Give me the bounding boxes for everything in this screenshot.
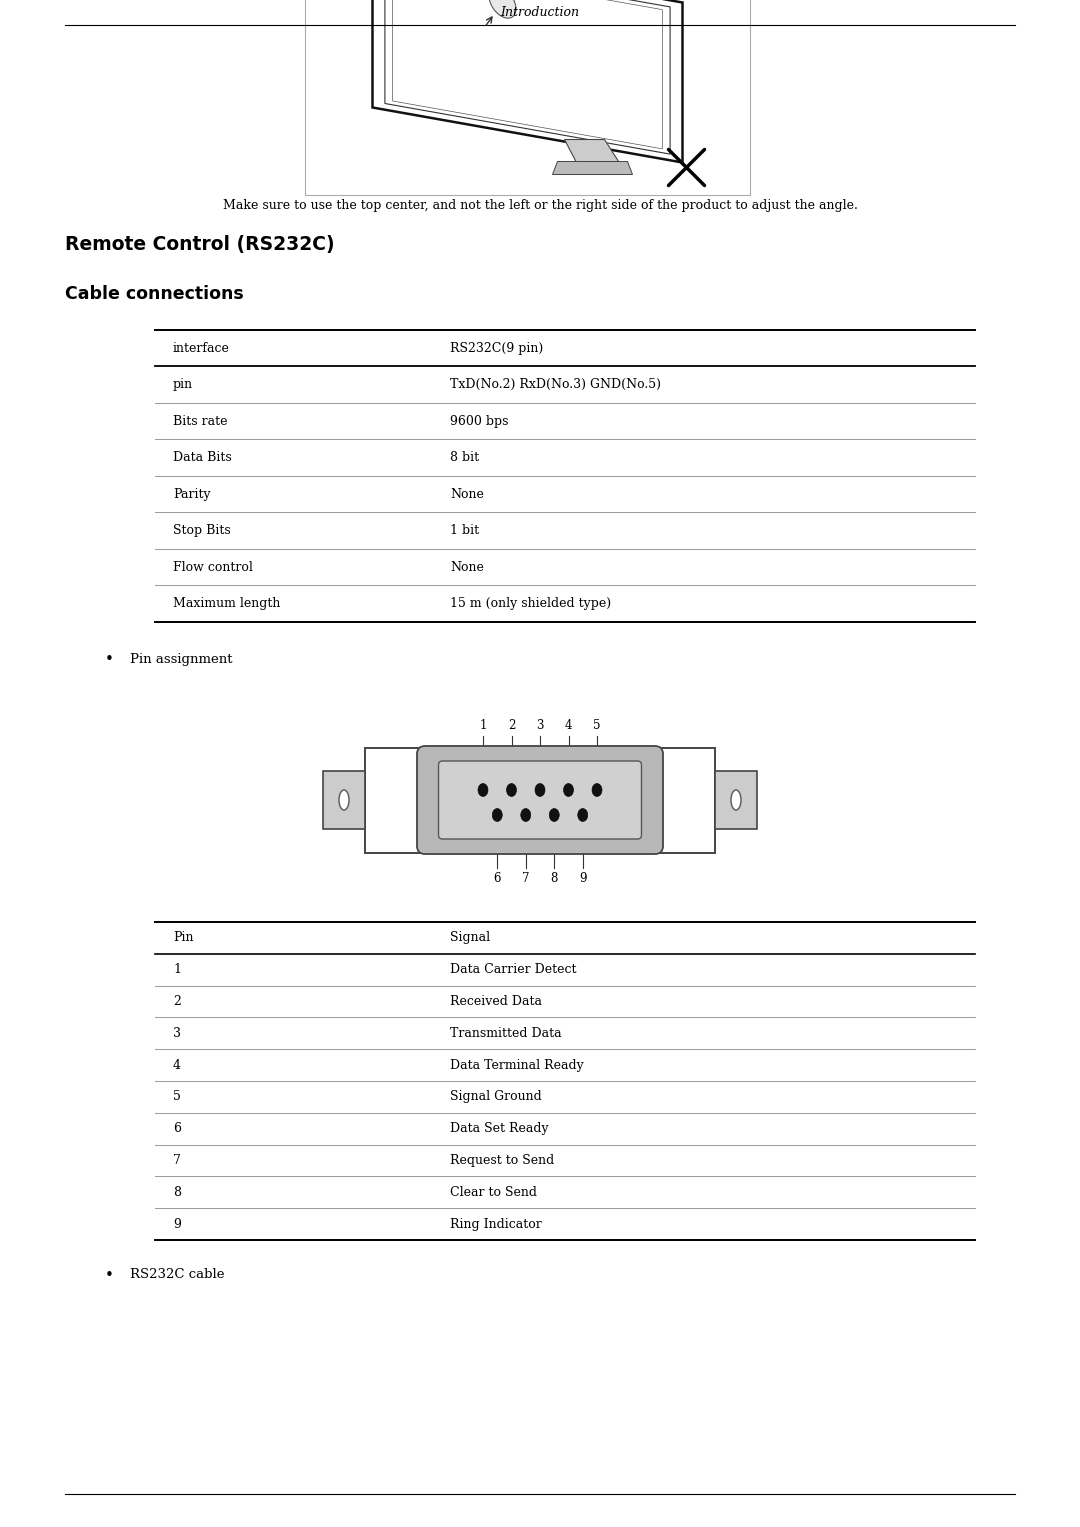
Bar bbox=[305, 0, 750, 195]
FancyBboxPatch shape bbox=[365, 748, 715, 852]
Text: Request to Send: Request to Send bbox=[450, 1154, 554, 1167]
Ellipse shape bbox=[564, 783, 573, 797]
Text: Pin assignment: Pin assignment bbox=[130, 654, 232, 666]
Ellipse shape bbox=[339, 789, 349, 809]
Text: TxD(No.2) RxD(No.3) GND(No.5): TxD(No.2) RxD(No.3) GND(No.5) bbox=[450, 379, 661, 391]
Ellipse shape bbox=[478, 783, 488, 797]
Text: None: None bbox=[450, 487, 484, 501]
Text: 5: 5 bbox=[593, 719, 600, 731]
Polygon shape bbox=[565, 139, 621, 165]
Text: RS232C cable: RS232C cable bbox=[130, 1269, 225, 1281]
Text: 7: 7 bbox=[522, 872, 529, 886]
Text: 5: 5 bbox=[173, 1090, 180, 1104]
Text: Stop Bits: Stop Bits bbox=[173, 524, 231, 538]
Text: Signal: Signal bbox=[450, 931, 490, 944]
Text: Data Terminal Ready: Data Terminal Ready bbox=[450, 1058, 584, 1072]
Ellipse shape bbox=[521, 808, 530, 822]
Bar bbox=[323, 771, 365, 829]
Text: Bits rate: Bits rate bbox=[173, 415, 228, 428]
Text: 8: 8 bbox=[173, 1186, 181, 1199]
Text: 2: 2 bbox=[508, 719, 515, 731]
Text: Data Carrier Detect: Data Carrier Detect bbox=[450, 964, 577, 976]
Ellipse shape bbox=[492, 808, 502, 822]
Text: Remote Control (RS232C): Remote Control (RS232C) bbox=[65, 235, 335, 253]
Text: Flow control: Flow control bbox=[173, 560, 253, 574]
Text: RS232C(9 pin): RS232C(9 pin) bbox=[450, 342, 543, 354]
Text: None: None bbox=[450, 560, 484, 574]
Text: 1 bit: 1 bit bbox=[450, 524, 480, 538]
FancyBboxPatch shape bbox=[417, 747, 663, 854]
Ellipse shape bbox=[578, 808, 588, 822]
Text: Transmitted Data: Transmitted Data bbox=[450, 1026, 562, 1040]
FancyBboxPatch shape bbox=[438, 760, 642, 838]
Text: 8 bit: 8 bit bbox=[450, 452, 480, 464]
Text: interface: interface bbox=[173, 342, 230, 354]
Text: 9600 bps: 9600 bps bbox=[450, 415, 509, 428]
Text: Introduction: Introduction bbox=[500, 6, 580, 18]
Text: Data Bits: Data Bits bbox=[173, 452, 232, 464]
Text: 15 m (only shielded type): 15 m (only shielded type) bbox=[450, 597, 611, 611]
Text: 9: 9 bbox=[579, 872, 586, 886]
Ellipse shape bbox=[507, 783, 516, 797]
Ellipse shape bbox=[592, 783, 602, 797]
Text: 7: 7 bbox=[173, 1154, 180, 1167]
Text: Maximum length: Maximum length bbox=[173, 597, 281, 611]
Text: Clear to Send: Clear to Send bbox=[450, 1186, 537, 1199]
Text: 8: 8 bbox=[551, 872, 558, 886]
Text: pin: pin bbox=[173, 379, 193, 391]
Polygon shape bbox=[553, 162, 633, 174]
Text: 4: 4 bbox=[173, 1058, 181, 1072]
Text: 2: 2 bbox=[173, 996, 180, 1008]
Text: Pin: Pin bbox=[173, 931, 193, 944]
Ellipse shape bbox=[489, 0, 516, 18]
Text: 3: 3 bbox=[537, 719, 543, 731]
Ellipse shape bbox=[731, 789, 741, 809]
Text: Ring Indicator: Ring Indicator bbox=[450, 1217, 542, 1231]
Text: 6: 6 bbox=[173, 1122, 181, 1135]
Ellipse shape bbox=[535, 783, 545, 797]
Text: 1: 1 bbox=[173, 964, 181, 976]
Bar bbox=[715, 771, 757, 829]
Text: 1: 1 bbox=[480, 719, 487, 731]
Text: 9: 9 bbox=[173, 1217, 180, 1231]
Text: Cable connections: Cable connections bbox=[65, 286, 244, 302]
Text: •: • bbox=[105, 652, 113, 667]
Text: •: • bbox=[105, 1267, 113, 1283]
Text: Make sure to use the top center, and not the left or the right side of the produ: Make sure to use the top center, and not… bbox=[222, 199, 858, 212]
Text: Data Set Ready: Data Set Ready bbox=[450, 1122, 549, 1135]
Ellipse shape bbox=[550, 808, 559, 822]
Text: Signal Ground: Signal Ground bbox=[450, 1090, 542, 1104]
Text: 3: 3 bbox=[173, 1026, 181, 1040]
Text: Parity: Parity bbox=[173, 487, 211, 501]
Polygon shape bbox=[384, 0, 670, 154]
Text: 6: 6 bbox=[494, 872, 501, 886]
Text: 4: 4 bbox=[565, 719, 572, 731]
Text: Received Data: Received Data bbox=[450, 996, 542, 1008]
